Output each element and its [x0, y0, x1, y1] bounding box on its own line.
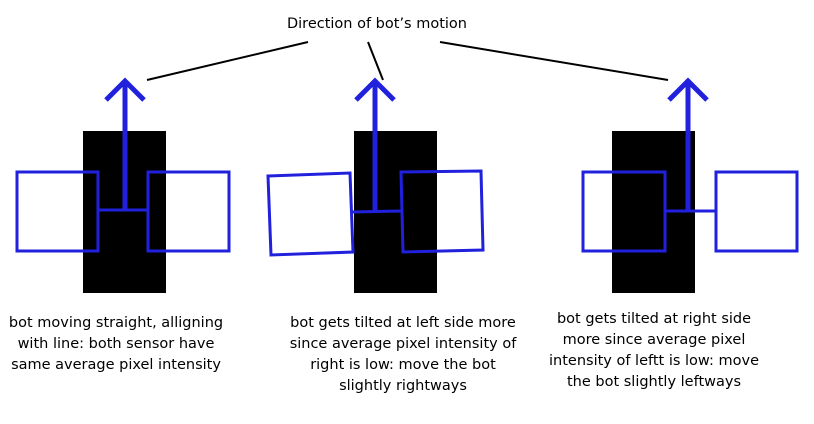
pointer-line-left [146, 41, 309, 81]
caption-line: the bot slightly leftways [566, 374, 742, 390]
caption-tilted-left: bot gets tilted at left side more since … [282, 313, 524, 397]
caption-line: with line: both sensor have [17, 336, 215, 352]
motion-arrow-head [354, 77, 396, 102]
motion-arrow-head [667, 77, 709, 102]
panel-tilted-right [581, 77, 799, 293]
right-sensor-box [399, 169, 485, 254]
caption-line: slightly rightways [339, 378, 467, 394]
caption-line: bot moving straight, alligning [8, 315, 224, 331]
pointer-line-right [439, 41, 669, 81]
pointer-line-middle [367, 41, 384, 81]
caption-line: intensity of leftt is low: move [549, 353, 759, 369]
left-sensor-box [266, 171, 355, 257]
caption-tilted-right: bot gets tilted at right side more since… [548, 309, 760, 393]
caption-straight: bot moving straight, alligning with line… [0, 313, 232, 376]
caption-line: same average pixel intensity [11, 357, 221, 373]
caption-line: bot gets tilted at right side [556, 311, 752, 327]
right-sensor-box [714, 170, 799, 253]
motion-arrow-head [104, 77, 146, 102]
panel-straight [15, 77, 231, 293]
diagram-title: Direction of bot’s motion [286, 16, 467, 32]
caption-line: right is low: move the bot [310, 357, 496, 373]
panel-tilted-left [266, 77, 485, 293]
caption-line: more since average pixel [562, 332, 746, 348]
title-pointer-lines [146, 41, 669, 81]
caption-line: bot gets tilted at left side more [290, 315, 516, 331]
caption-line: since average pixel intensity of [289, 336, 517, 352]
